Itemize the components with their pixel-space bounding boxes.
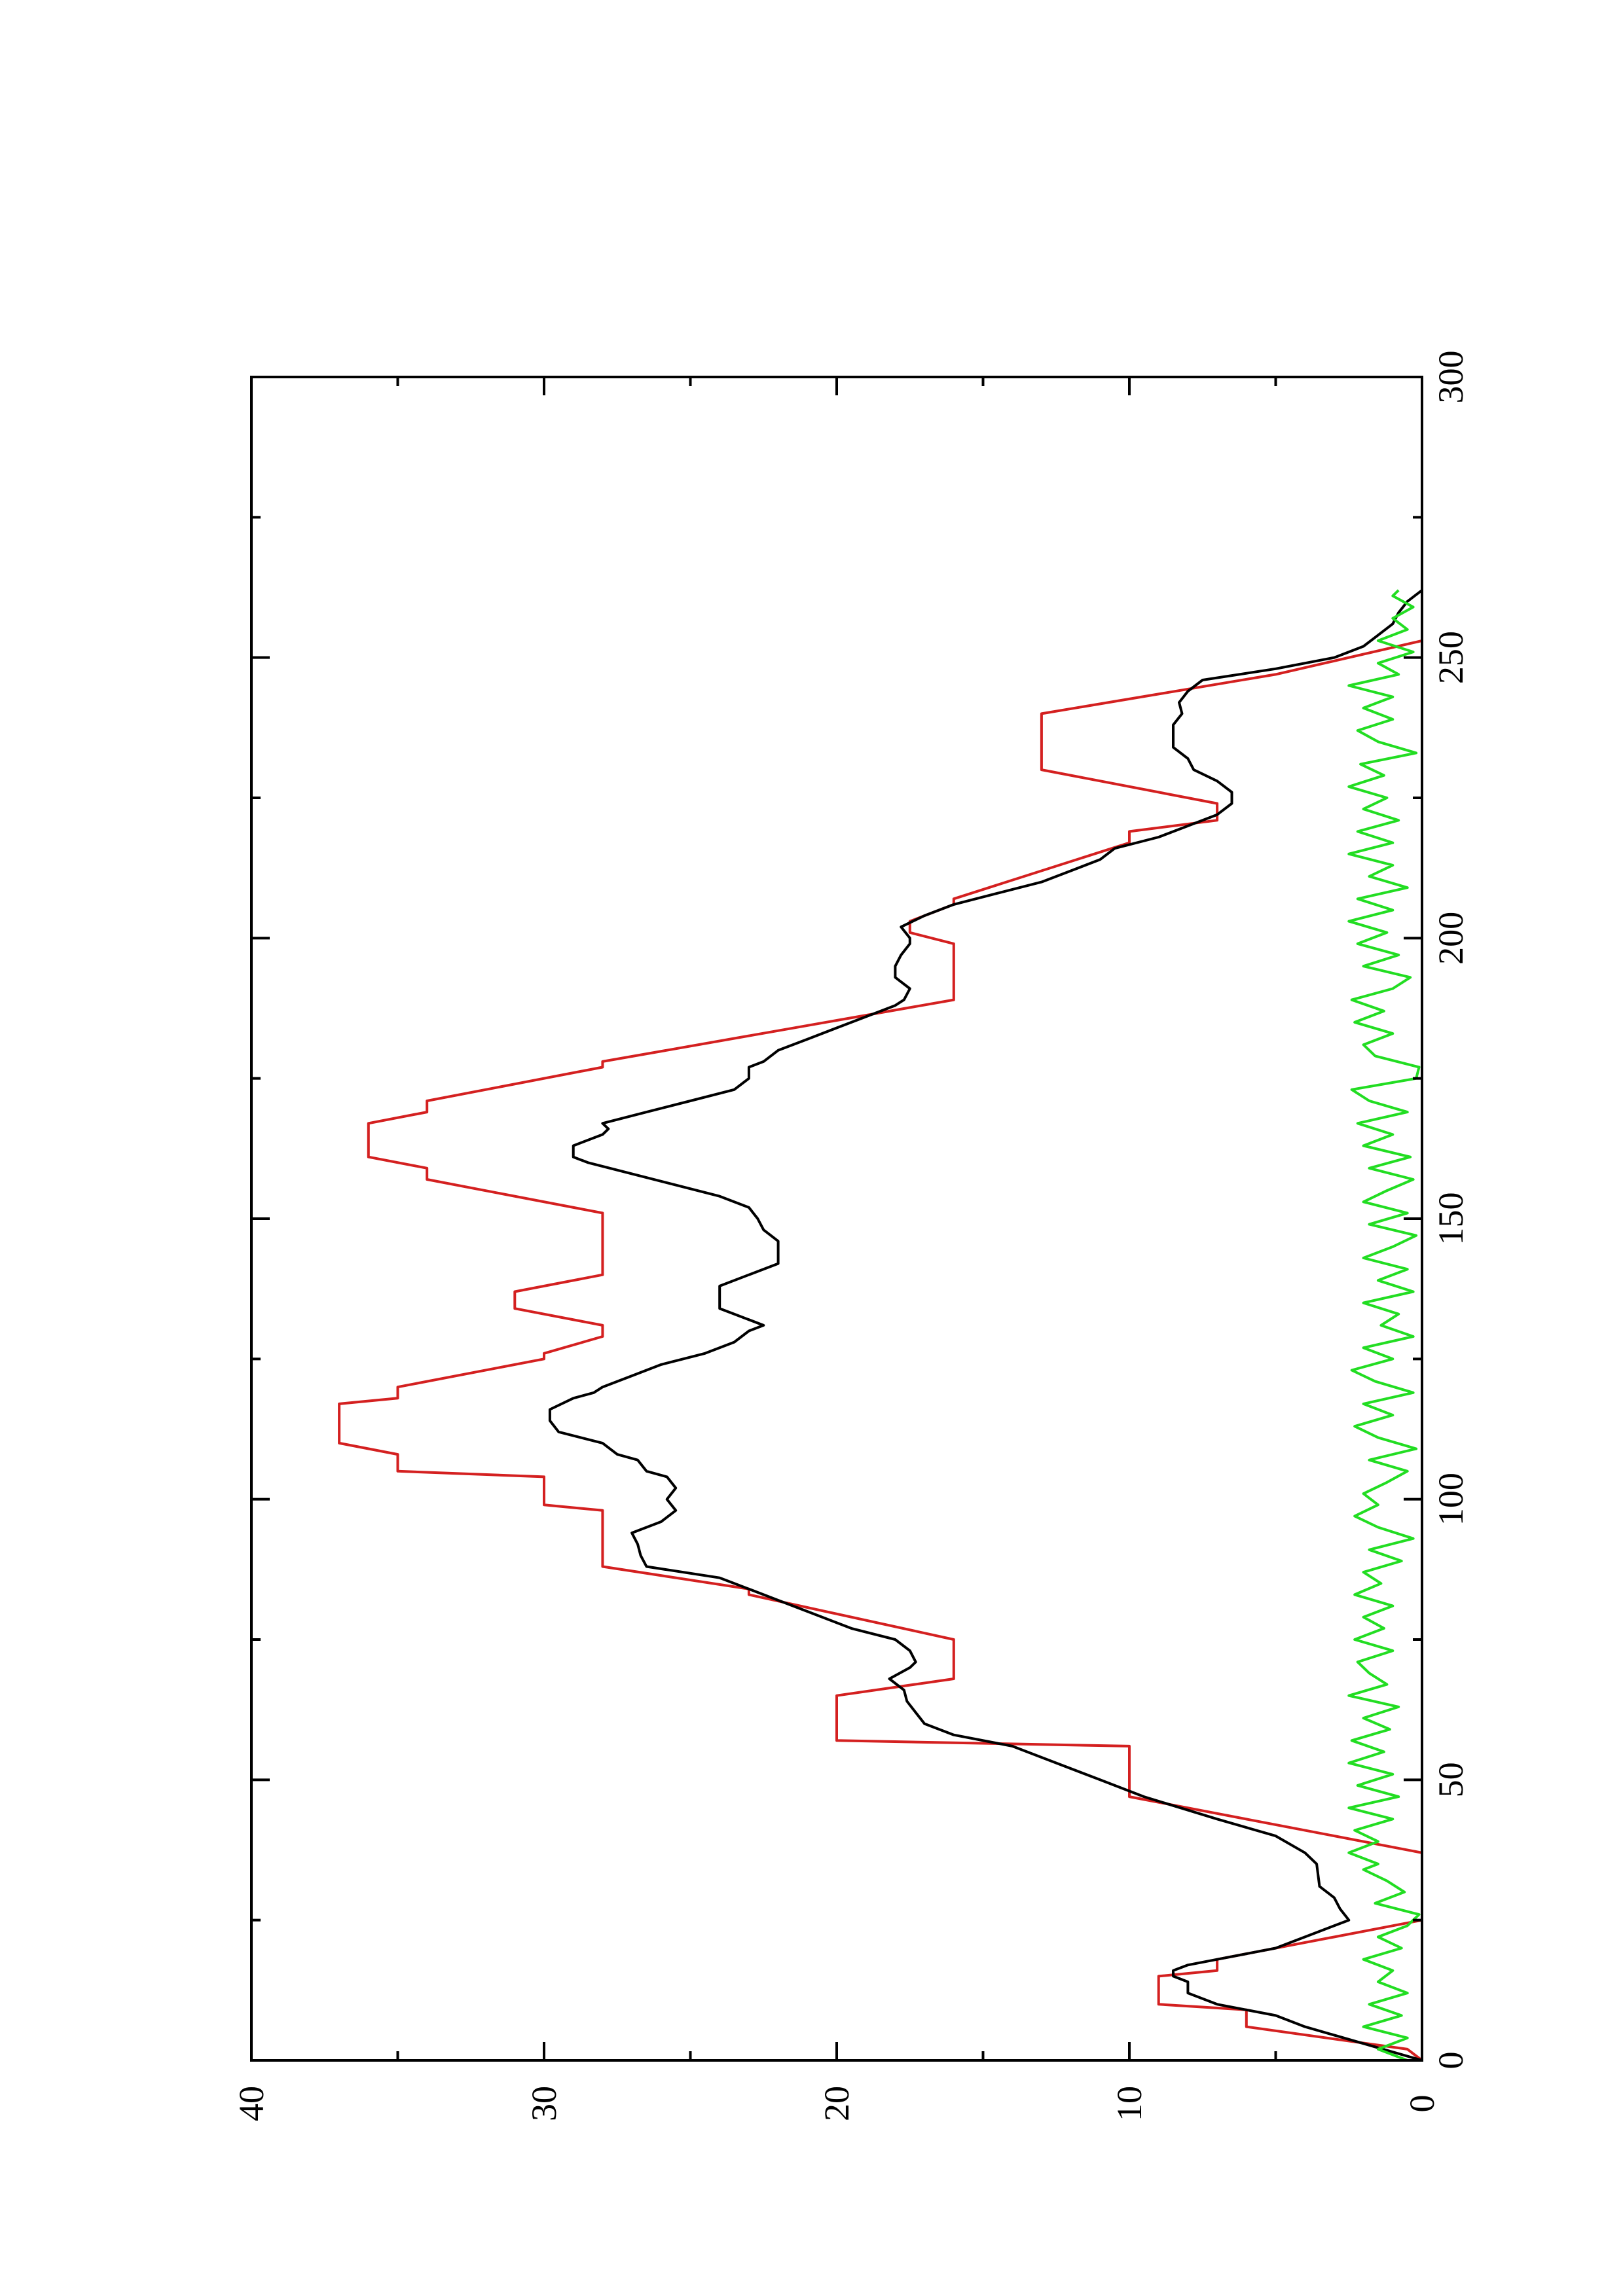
black-series-line (548, 589, 1423, 2062)
x-tick-label: 250 (1431, 631, 1470, 684)
x-tick-label: 200 (1431, 912, 1470, 965)
label-layer: 0 50 100 150 200 250 300 0 10 20 30 40 (232, 351, 1470, 2122)
x-tick-label: 0 (1431, 2052, 1470, 2070)
y-tick-label: 20 (817, 2086, 856, 2121)
y-tick-label: 10 (1110, 2086, 1149, 2121)
y-tick-label: 40 (232, 2086, 271, 2121)
x-tick-label: 300 (1431, 351, 1470, 404)
tick-layer (250, 376, 1423, 2062)
x-tick-label: 50 (1431, 1762, 1470, 1797)
y-tick-label: 0 (1402, 2095, 1442, 2113)
x-tick-label: 100 (1431, 1473, 1470, 1526)
green-series-line (1347, 589, 1421, 2062)
y-tick-label: 30 (524, 2086, 564, 2121)
x-tick-label: 150 (1431, 1193, 1470, 1246)
